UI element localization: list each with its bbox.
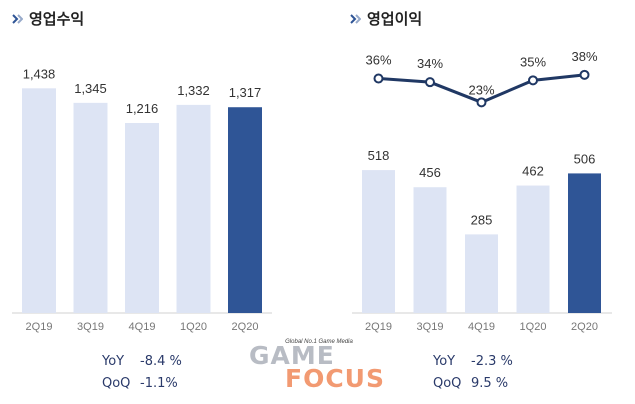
x-tick-1Q20: 1Q20: [520, 321, 547, 333]
data-label-2Q20: 1,317: [229, 85, 262, 100]
qoq-value: 9.5 %: [471, 376, 509, 391]
x-tick-3Q19: 3Q19: [77, 321, 104, 333]
margin-point-2Q19: [373, 73, 384, 84]
x-tick-4Q19: 4Q19: [468, 321, 495, 333]
bar-4Q19: [465, 234, 498, 313]
watermark-line1: GAME: [249, 341, 335, 370]
margin-point-4Q19: [476, 97, 487, 108]
data-label-2Q19: 518: [368, 148, 390, 163]
revenue-yoy-row: YoY -8.4 %: [102, 354, 182, 376]
x-tick-2Q19: 2Q19: [26, 321, 53, 333]
diamond-bullet-icon: [12, 13, 23, 24]
qoq-value: -1.1%: [140, 376, 178, 391]
x-tick-3Q19: 3Q19: [417, 321, 444, 333]
margin-point-3Q19: [425, 77, 435, 88]
bar-3Q19: [413, 187, 447, 313]
yoy-label: YoY: [102, 354, 125, 369]
data-label-1Q20: 1,332: [177, 83, 210, 98]
data-label-3Q19: 1,345: [74, 81, 107, 96]
profit-qoq-row: QoQ 9.5 %: [433, 376, 513, 398]
x-tick-2Q20: 2Q20: [571, 321, 598, 333]
margin-label-3Q19: 34%: [417, 56, 443, 71]
bar-1Q20: [516, 185, 550, 313]
data-label-4Q19: 285: [471, 212, 493, 227]
margin-label-1Q20: 35%: [520, 54, 546, 69]
data-label-2Q19: 1,438: [23, 66, 56, 81]
bar-3Q19: [73, 102, 108, 313]
qoq-label: QoQ: [102, 376, 131, 391]
margin-label-4Q19: 23%: [468, 82, 494, 97]
bar-2Q20: [228, 107, 262, 313]
data-label-1Q20: 462: [522, 164, 544, 179]
bar-2Q19: [22, 88, 56, 313]
yoy-value: -2.3 %: [471, 354, 513, 369]
left-chart-title-text: 영업수익: [29, 10, 85, 28]
margin-point-1Q20: [528, 75, 538, 86]
profit-yoy-row: YoY -2.3 %: [433, 354, 513, 376]
left-chart-title: 영업수익: [12, 8, 84, 29]
revenue-growth-stats: YoY -8.4 % QoQ -1.1%: [102, 354, 182, 398]
x-tick-1Q20: 1Q20: [180, 321, 207, 333]
bar-2Q19: [362, 170, 395, 313]
margin-label-2Q19: 36%: [365, 53, 391, 68]
watermark-tagline: Global No.1 Game Media: [285, 339, 353, 345]
yoy-label: YoY: [433, 354, 456, 369]
gamefocus-watermark-logo: Global No.1 Game Media GAME FOCUS: [247, 339, 387, 395]
watermark-line2: FOCUS: [285, 364, 385, 393]
right-chart-title: 영업이익: [350, 8, 422, 29]
bar-4Q19: [125, 123, 159, 313]
right-chart-title-text: 영업이익: [367, 10, 423, 28]
margin-label-2Q20: 38%: [571, 49, 597, 64]
margin-point-2Q20: [579, 69, 590, 80]
bar-2Q20: [568, 173, 601, 313]
x-tick-4Q19: 4Q19: [129, 321, 156, 333]
revenue-qoq-row: QoQ -1.1%: [102, 376, 182, 398]
x-tick-2Q20: 2Q20: [232, 321, 259, 333]
yoy-value: -8.4 %: [140, 354, 182, 369]
data-label-4Q19: 1,216: [126, 101, 159, 116]
data-label-2Q20: 506: [574, 151, 596, 166]
x-tick-2Q19: 2Q19: [365, 321, 392, 333]
qoq-label: QoQ: [433, 376, 462, 391]
diamond-bullet-icon: [350, 13, 361, 24]
data-label-3Q19: 456: [419, 165, 441, 180]
bar-1Q20: [176, 104, 211, 313]
profit-growth-stats: YoY -2.3 % QoQ 9.5 %: [433, 354, 513, 398]
